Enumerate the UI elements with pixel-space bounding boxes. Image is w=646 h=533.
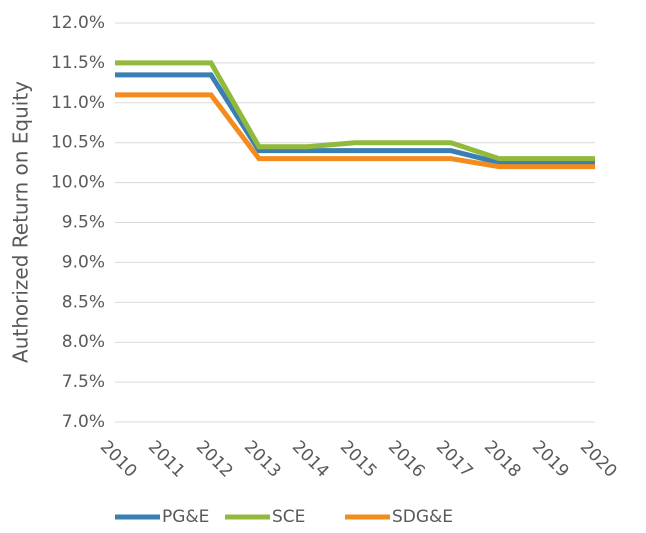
y-tick-label: 7.5%	[62, 372, 105, 392]
y-tick-label: 10.5%	[51, 133, 105, 153]
series-line	[115, 92, 595, 170]
x-tick-label: 2012	[192, 437, 237, 482]
y-axis-title: Authorized Return on Equity	[9, 81, 33, 363]
x-tick-label: 2014	[288, 437, 333, 482]
y-tick-label: 11.5%	[51, 53, 105, 73]
y-tick-label: 11.0%	[51, 93, 105, 113]
x-tick-label: 2013	[240, 437, 285, 482]
x-tick-label: 2017	[432, 437, 477, 482]
y-tick-label: 9.0%	[62, 252, 105, 272]
legend-label: SCE	[272, 507, 305, 527]
series-line	[115, 60, 595, 162]
x-tick-label: 2019	[528, 437, 573, 482]
y-tick-label: 12.0%	[51, 13, 105, 33]
y-tick-label: 9.5%	[62, 213, 105, 233]
series-line	[115, 72, 595, 166]
x-tick-label: 2011	[144, 437, 189, 482]
x-tick-label: 2020	[576, 437, 621, 482]
x-tick-label: 2016	[384, 437, 429, 482]
y-tick-label: 8.5%	[62, 292, 105, 312]
legend-label: PG&E	[162, 507, 209, 527]
legend-label: SDG&E	[392, 507, 453, 527]
y-tick-label: 7.0%	[62, 412, 105, 432]
y-tick-label: 8.0%	[62, 332, 105, 352]
x-tick-label: 2010	[96, 437, 141, 482]
y-tick-label: 10.0%	[51, 173, 105, 193]
x-tick-label: 2015	[336, 437, 381, 482]
x-tick-label: 2018	[480, 437, 525, 482]
